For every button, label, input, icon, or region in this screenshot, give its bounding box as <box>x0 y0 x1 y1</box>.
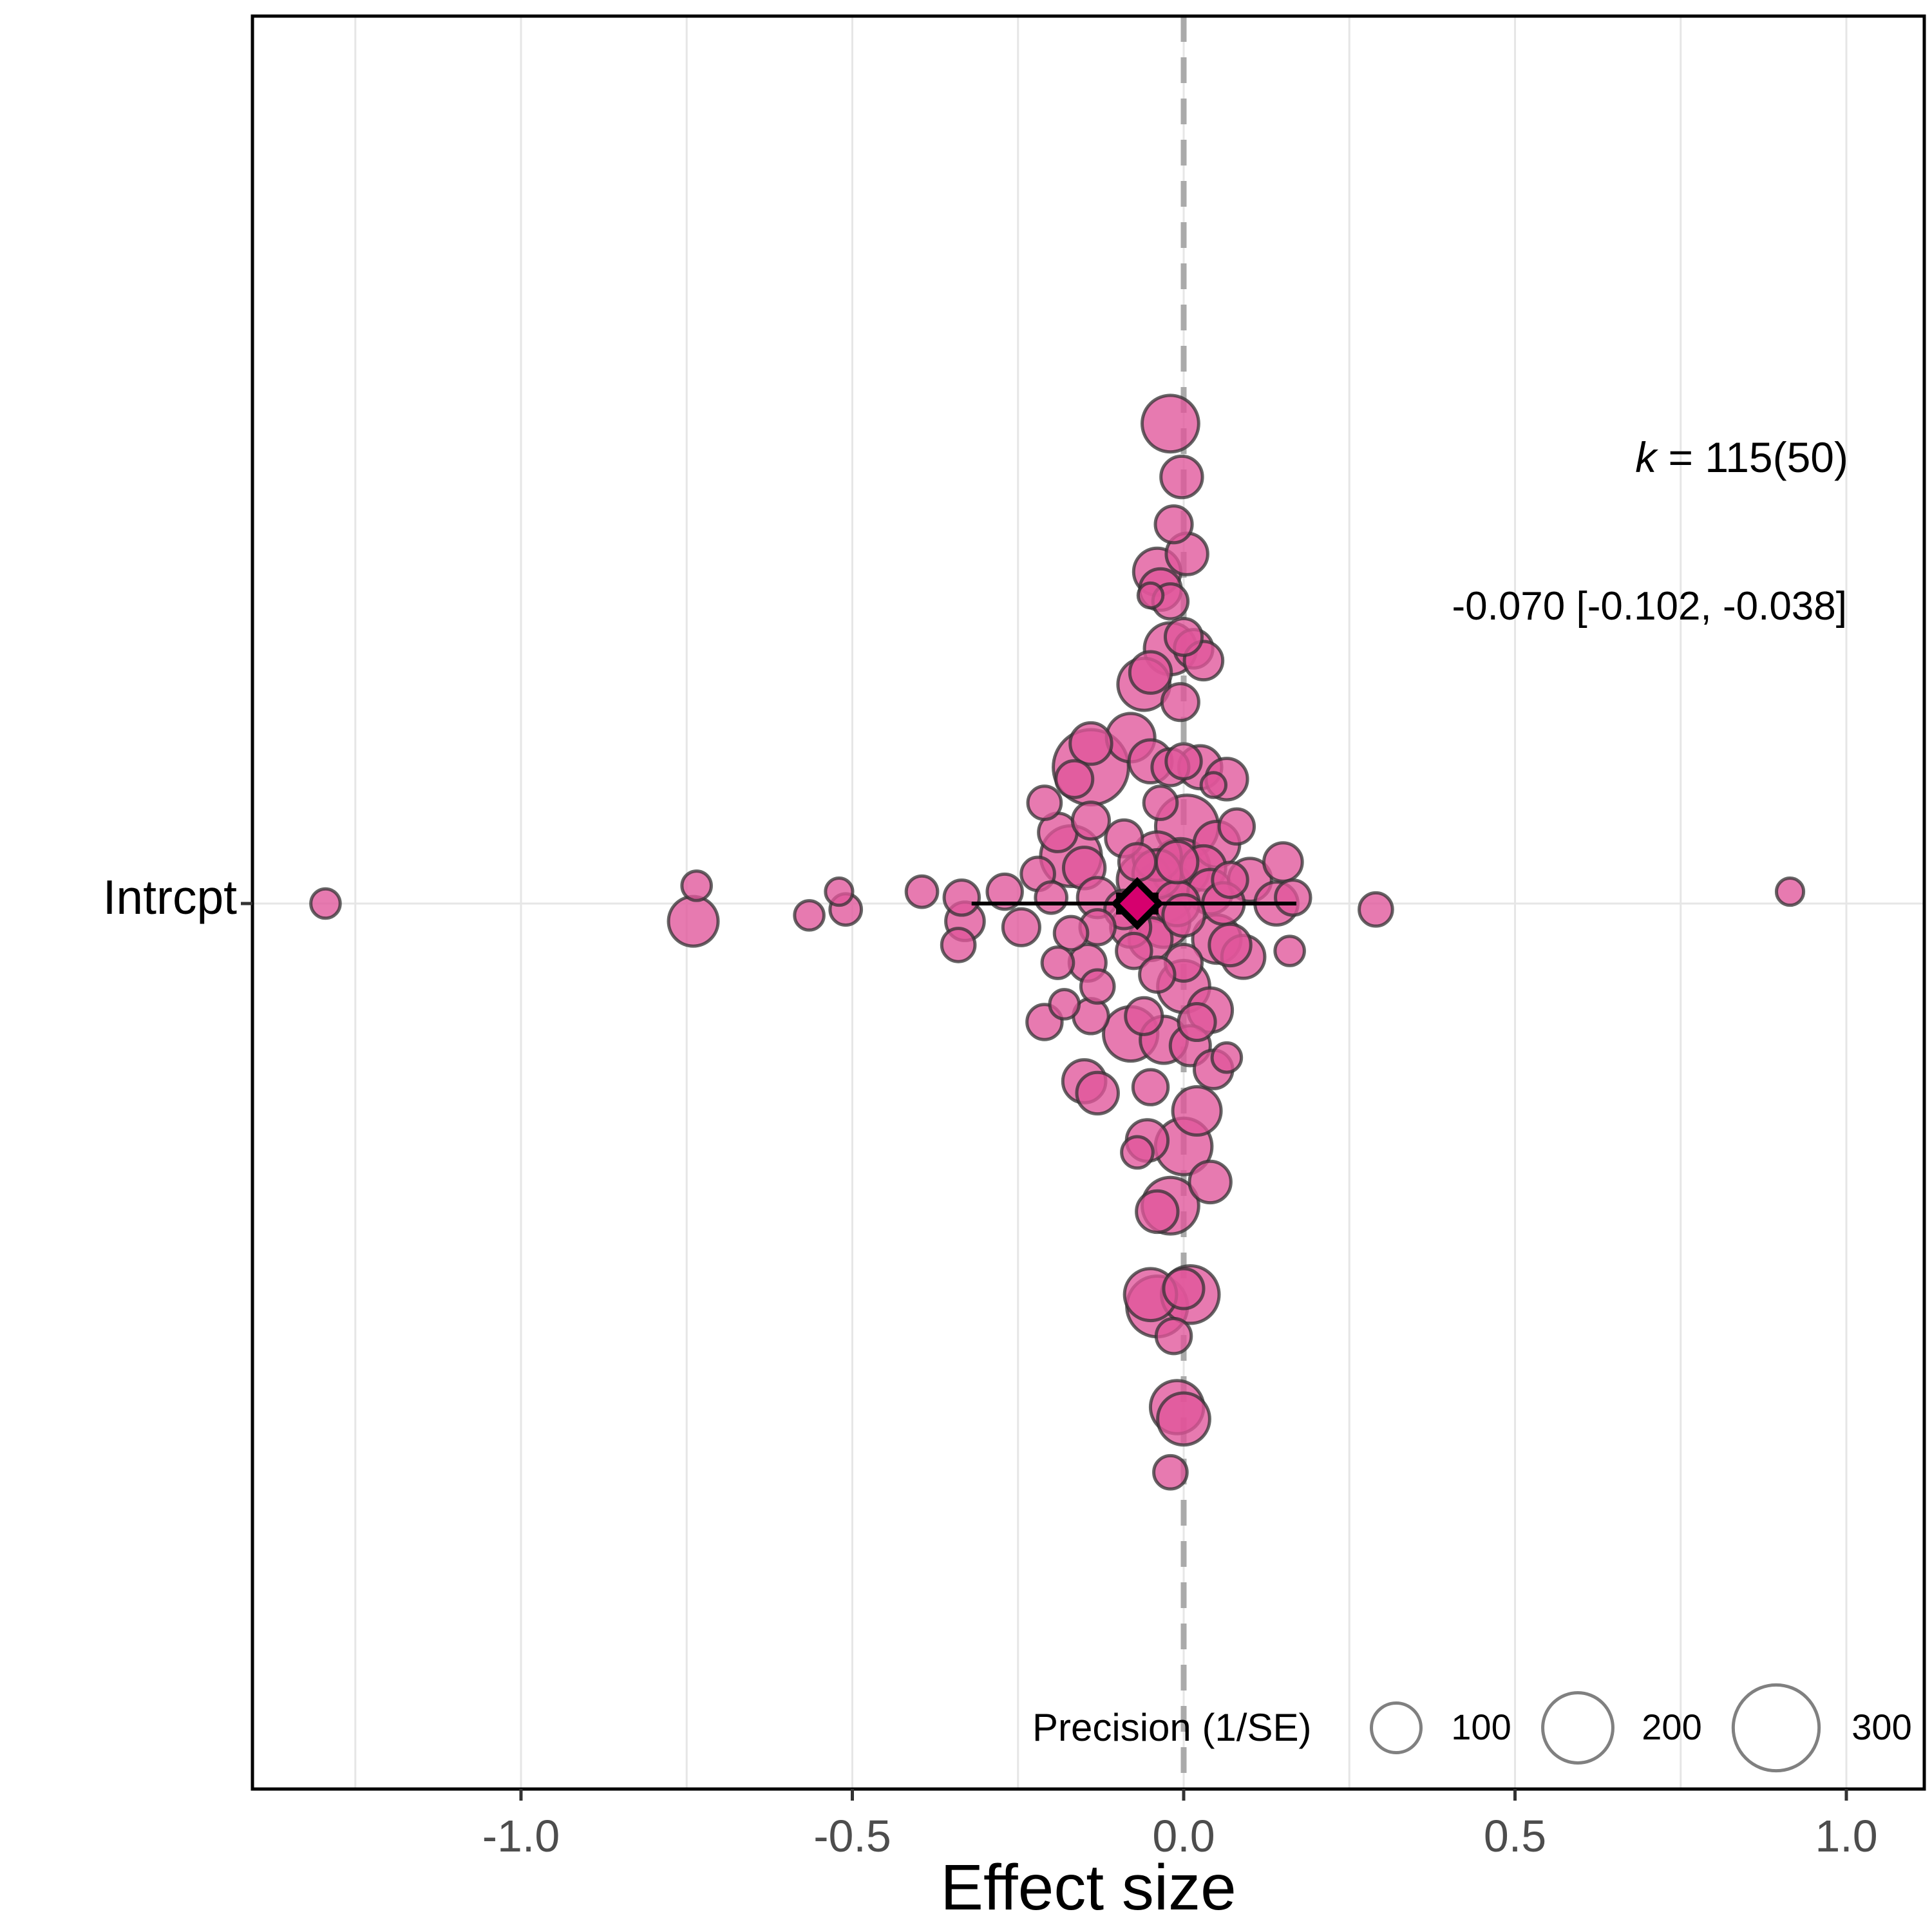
precision-legend: Precision (1/SE) 100 200 300 <box>1032 1683 1912 1773</box>
effect-size-point <box>1052 914 1090 952</box>
effect-size-point <box>1152 1454 1189 1491</box>
effect-size-point <box>1070 800 1111 841</box>
k-annotation-value: = 115(50) <box>1656 433 1848 481</box>
effect-size-point <box>1128 650 1173 695</box>
effect-size-point <box>1117 842 1158 882</box>
summary-estimate <box>971 876 1296 931</box>
effect-size-point <box>667 895 720 948</box>
legend-key-label: 200 <box>1642 1707 1701 1747</box>
effect-size-point <box>1358 891 1394 928</box>
effect-size-point <box>1188 1159 1233 1205</box>
effect-size-point <box>1141 393 1200 454</box>
x-tick-label: -0.5 <box>813 1811 891 1861</box>
effect-size-point <box>1131 1068 1170 1106</box>
legend-key-label: 100 <box>1451 1707 1511 1747</box>
effect-size-point <box>1210 1041 1244 1074</box>
effect-size-point <box>1075 1070 1120 1116</box>
effect-size-point <box>1115 931 1153 971</box>
effect-size-point <box>1162 1267 1206 1311</box>
effect-size-point <box>1274 878 1312 917</box>
effect-size-point <box>1217 807 1256 846</box>
effect-size-point <box>309 887 342 920</box>
legend-key-circle <box>1541 1691 1615 1765</box>
k-annotation-symbol: k <box>1635 433 1658 481</box>
effect-size-point <box>1262 841 1304 883</box>
effect-size-point <box>985 872 1024 911</box>
effect-size-point <box>1171 1084 1223 1137</box>
effect-size-point <box>1079 968 1116 1005</box>
effect-size-point <box>1199 771 1228 799</box>
effect-size-point <box>680 869 713 902</box>
effect-size-point <box>1163 616 1204 658</box>
x-axis: -1.0 -0.5 0.0 0.5 1.0 <box>241 902 1878 1861</box>
effect-size-point <box>1160 682 1200 723</box>
effect-size-point <box>1124 996 1164 1036</box>
effect-size-point <box>940 927 977 963</box>
effect-size-point <box>1048 988 1081 1021</box>
effect-size-point <box>1774 876 1806 907</box>
legend-key-label: 300 <box>1852 1707 1911 1747</box>
effect-size-point <box>1154 1316 1193 1356</box>
estimate-annotation: -0.070 [-0.102, -0.038] <box>1452 584 1847 629</box>
effect-size-point <box>1211 860 1249 899</box>
effect-size-point <box>793 899 826 932</box>
effect-size-point <box>1159 454 1204 500</box>
effect-size-point <box>1001 907 1041 947</box>
effect-size-point <box>1034 880 1069 915</box>
effect-size-point <box>1142 784 1179 821</box>
legend-key-circle <box>1370 1701 1423 1754</box>
effect-size-point <box>1054 759 1095 799</box>
effect-size-point <box>1161 893 1206 938</box>
x-axis-title: Effect size <box>940 1852 1236 1924</box>
effect-size-points <box>309 393 1806 1491</box>
x-tick-label: 0.5 <box>1484 1811 1546 1861</box>
effect-size-point <box>1040 945 1075 980</box>
x-tick-label: 0.0 <box>1152 1811 1215 1861</box>
effect-size-point <box>1120 1135 1155 1170</box>
effect-size-point <box>1026 784 1063 821</box>
effect-size-point <box>824 876 855 907</box>
effect-size-point <box>1068 721 1113 766</box>
effect-size-point <box>1153 504 1194 545</box>
effect-size-point <box>1208 922 1253 968</box>
x-tick-label: 1.0 <box>1815 1811 1877 1861</box>
effect-size-point <box>942 878 981 917</box>
effect-size-point <box>1164 742 1203 781</box>
effect-size-point <box>1154 839 1200 885</box>
effect-size-point <box>904 874 940 909</box>
summary-diamond <box>1110 876 1164 931</box>
legend-title: Precision (1/SE) <box>1032 1706 1311 1749</box>
y-tick-label-intrcpt: Intrcpt <box>103 870 238 924</box>
effect-size-point <box>1156 1391 1211 1447</box>
x-tick-label: -1.0 <box>482 1811 560 1861</box>
effect-size-point <box>1177 1001 1217 1043</box>
k-annotation: k = 115(50) <box>1635 433 1848 481</box>
effect-size-point <box>1273 934 1306 967</box>
legend-key-circle <box>1731 1683 1821 1773</box>
effect-size-point <box>1136 581 1165 610</box>
effect-size-point <box>1135 1189 1180 1235</box>
effect-size-point <box>1138 955 1177 994</box>
